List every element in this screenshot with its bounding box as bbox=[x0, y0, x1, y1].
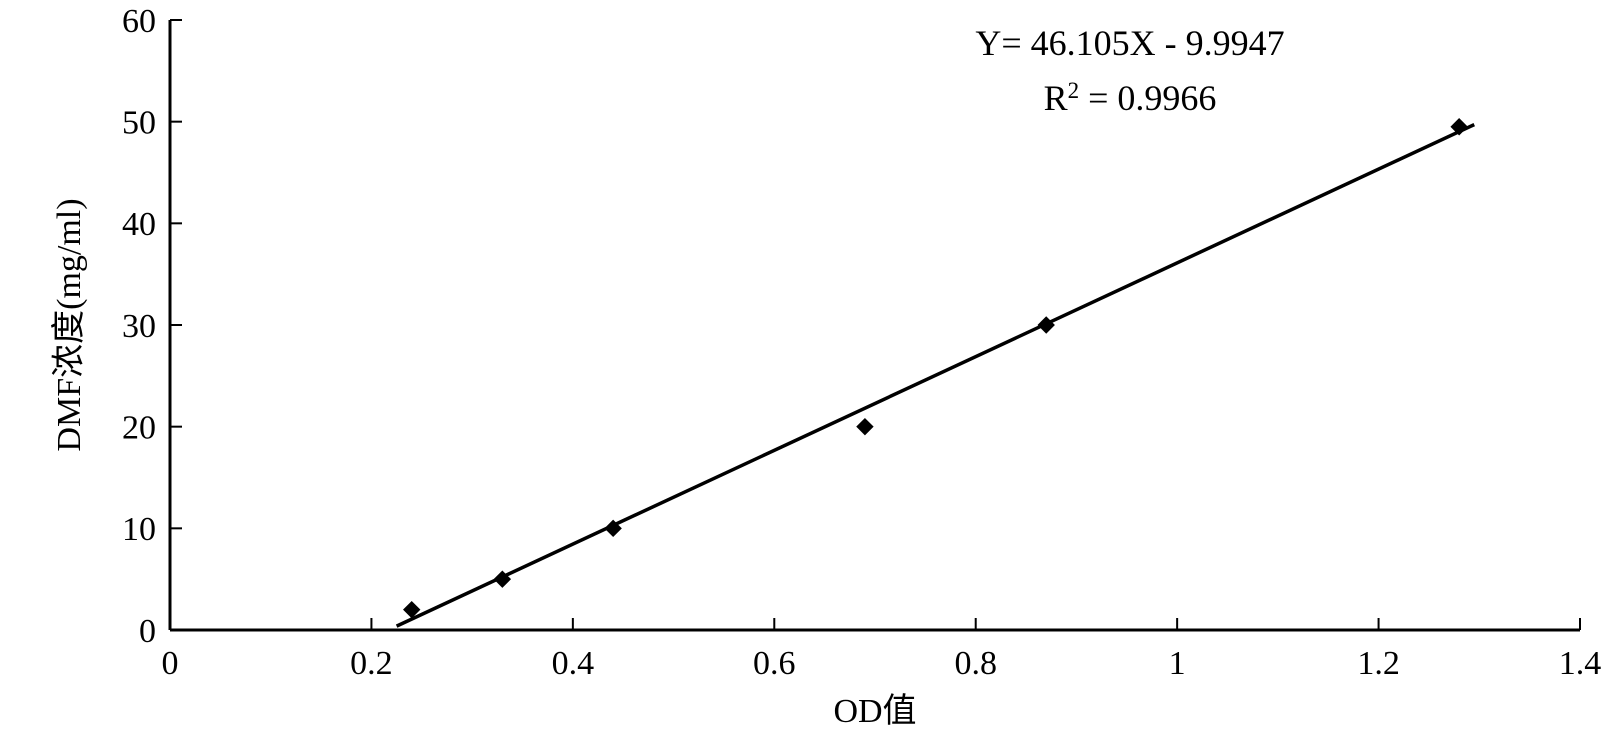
x-tick-label: 0.2 bbox=[350, 645, 393, 682]
y-tick-label: 50 bbox=[122, 105, 156, 142]
chart-svg: 0 0.2 0.4 0.6 0.8 1 1.2 1.4 0 10 20 30 40 50 60 OD值 DMF浓… bbox=[0, 0, 1607, 756]
x-tick-label: 1.2 bbox=[1357, 645, 1400, 682]
equation-line-1: Y= 46.105X - 9.9947 bbox=[975, 23, 1284, 63]
x-tick-label: 1.4 bbox=[1559, 645, 1602, 682]
x-tick-label: 1 bbox=[1169, 645, 1186, 682]
y-tick-label: 30 bbox=[122, 308, 156, 345]
x-tick-label: 0 bbox=[162, 645, 179, 682]
y-tick-label: 10 bbox=[122, 511, 156, 548]
dmf-od-chart: 0 0.2 0.4 0.6 0.8 1 1.2 1.4 0 10 20 30 40 50 60 OD值 DMF浓… bbox=[0, 0, 1607, 756]
y-axis-label: DMF浓度(mg/ml) bbox=[50, 198, 88, 451]
y-tick-label: 40 bbox=[122, 206, 156, 243]
y-tick-label: 0 bbox=[139, 613, 156, 650]
x-axis-label: OD值 bbox=[833, 692, 916, 730]
x-tick-label: 0.4 bbox=[552, 645, 595, 682]
x-tick-label: 0.6 bbox=[753, 645, 796, 682]
y-tick-label: 60 bbox=[122, 3, 156, 40]
y-tick-label: 20 bbox=[122, 410, 156, 447]
x-tick-label: 0.8 bbox=[954, 645, 997, 682]
